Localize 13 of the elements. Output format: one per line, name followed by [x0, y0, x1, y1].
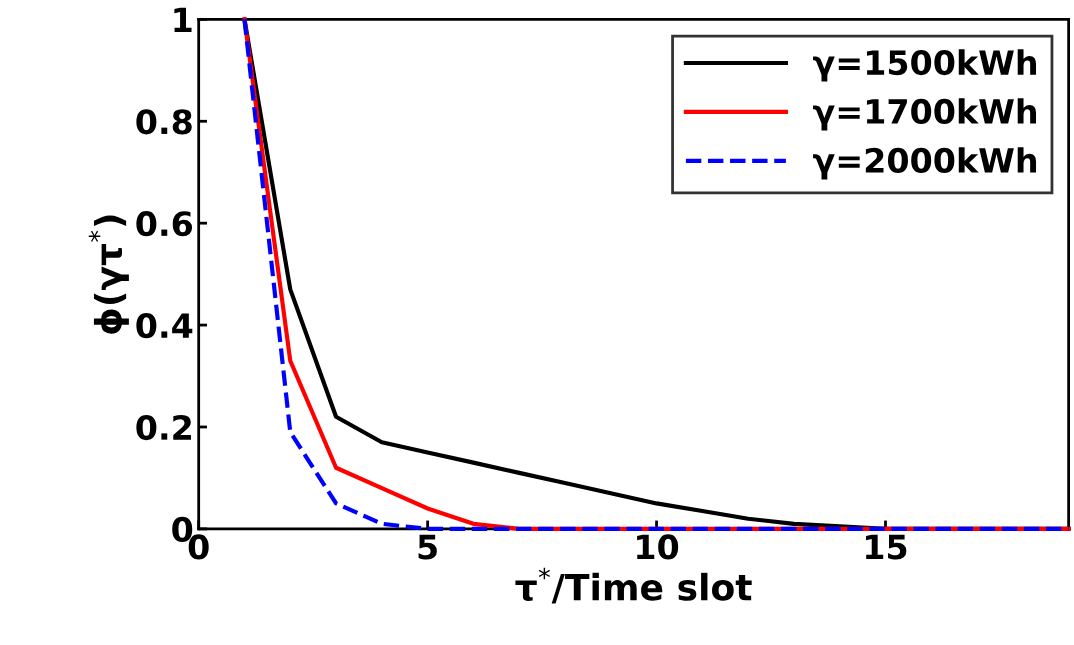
x-tick-label: 10 — [637, 534, 679, 560]
y-tick-label: 0.2 — [136, 414, 191, 441]
y-tick-label: 0.8 — [136, 109, 192, 135]
x-tick-label: 15 — [866, 534, 907, 560]
y-tick-label: 1 — [174, 7, 192, 33]
legend-label: γ=1500kWh — [813, 49, 1037, 82]
y-tick-label: 0.6 — [136, 211, 193, 237]
y-axis-title: ϕ(γτ$^{*}$) — [88, 215, 129, 334]
legend-label: γ=2000kWh — [813, 147, 1037, 180]
legend-label: γ=1700kWh — [813, 98, 1037, 131]
x-tick-label: 5 — [418, 534, 437, 560]
y-tick-label: 0.4 — [136, 313, 193, 339]
x-axis-title: τ$^{*}$/Time slot — [515, 567, 752, 604]
